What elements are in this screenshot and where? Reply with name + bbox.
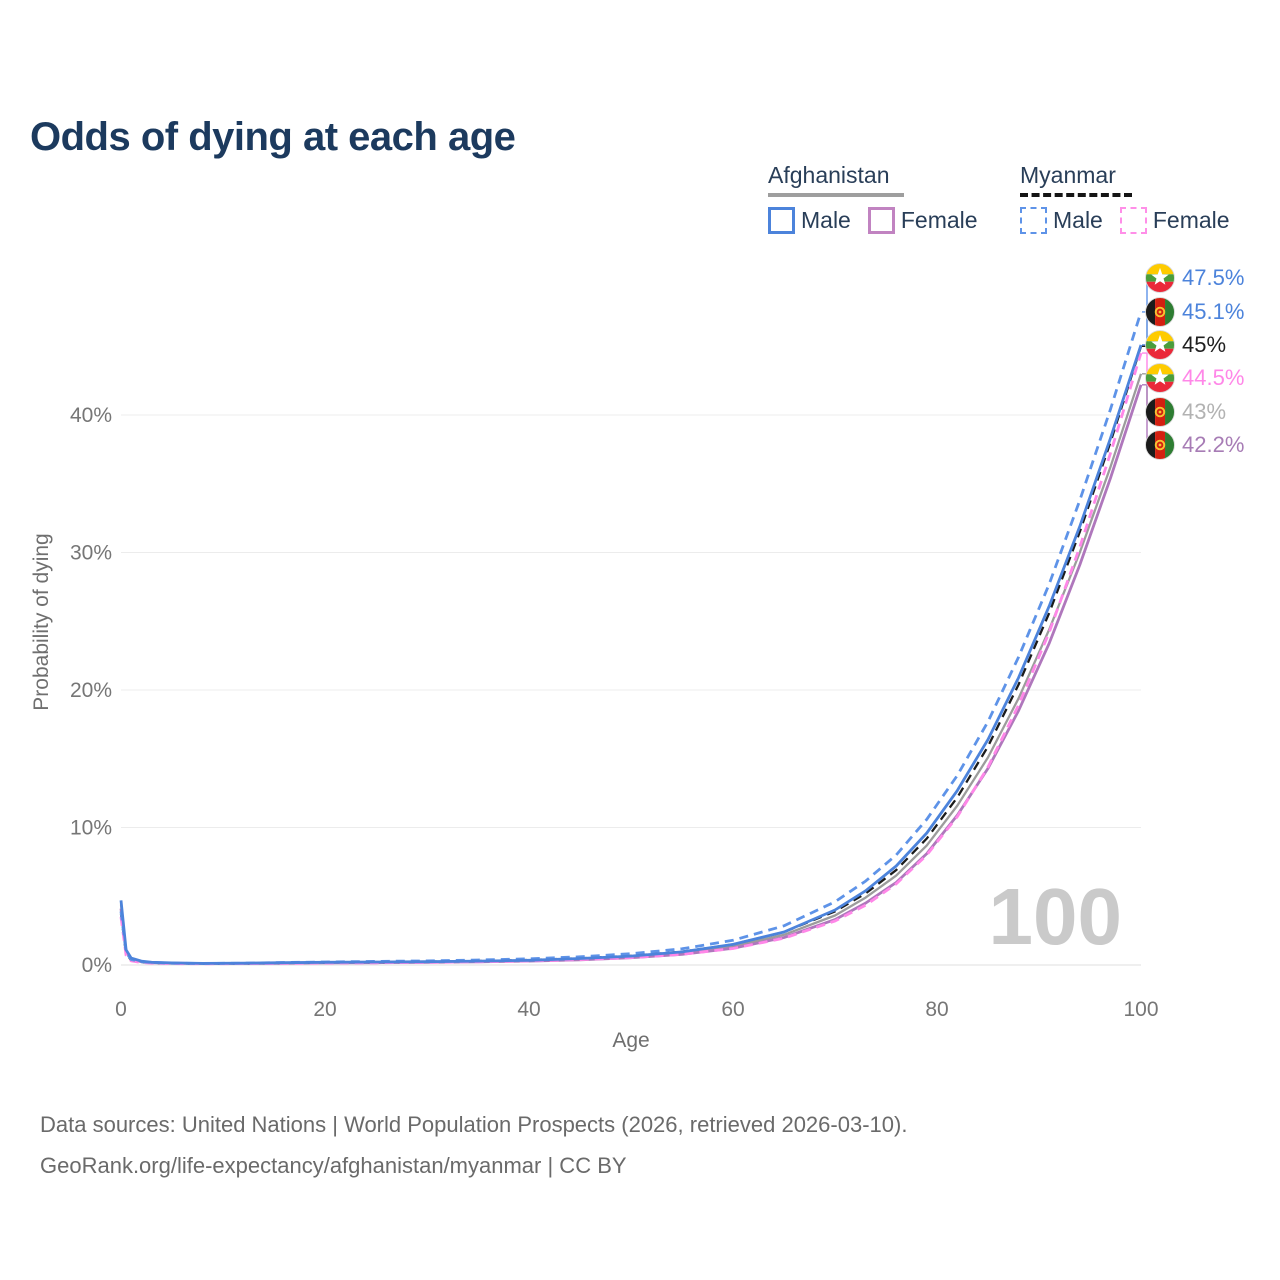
series-line-myanmar-male bbox=[119, 311, 1143, 965]
legend-item-myanmar-female[interactable]: Female bbox=[1119, 207, 1230, 234]
afghanistan-flag-icon bbox=[1145, 297, 1175, 327]
legend-item-afghanistan-male[interactable]: Male bbox=[768, 207, 851, 234]
afghanistan-male-swatch[interactable] bbox=[768, 207, 795, 234]
end-value-myanmar-female: 44.5% bbox=[1182, 365, 1245, 390]
end-label-myanmar-male: 47.5% bbox=[1145, 262, 1244, 294]
series-line-afghanistan-male bbox=[119, 344, 1143, 965]
footer-line-2: GeoRank.org/life-expectancy/afghanistan/… bbox=[40, 1153, 627, 1178]
afghanistan-male-label: Male bbox=[801, 207, 851, 233]
legend-country-afghanistan: Afghanistan bbox=[768, 162, 890, 188]
page-title: Odds of dying at each age bbox=[30, 114, 516, 159]
legend-group-myanmar: Myanmar Male Female bbox=[1020, 162, 1247, 234]
data-sources-footer: Data sources: United Nations | World Pop… bbox=[40, 1104, 907, 1186]
afghanistan-flag-icon bbox=[1145, 430, 1175, 460]
myanmar-female-swatch[interactable] bbox=[1119, 207, 1147, 234]
x-tick-100: 100 bbox=[1123, 998, 1158, 1021]
y-axis-title: Probability of dying bbox=[30, 533, 53, 710]
end-label-myanmar-female: 44.5% bbox=[1145, 362, 1244, 394]
x-tick-0: 0 bbox=[115, 998, 127, 1021]
y-tick-0: 0% bbox=[82, 954, 112, 977]
myanmar-male-swatch[interactable] bbox=[1020, 207, 1047, 234]
afghanistan-female-label: Female bbox=[900, 207, 978, 233]
afghanistan-female-swatch[interactable] bbox=[867, 207, 895, 234]
x-tick-80: 80 bbox=[925, 998, 948, 1021]
y-tick-20: 20% bbox=[70, 679, 112, 702]
y-tick-40: 40% bbox=[70, 404, 112, 427]
legend-item-myanmar-male[interactable]: Male bbox=[1020, 207, 1103, 234]
footer-line-1: Data sources: United Nations | World Pop… bbox=[40, 1112, 908, 1137]
myanmar-flag-icon bbox=[1145, 330, 1175, 360]
series-line-myanmar-both bbox=[119, 345, 1143, 965]
end-value-myanmar-male: 47.5% bbox=[1182, 265, 1245, 290]
afghanistan-flag-icon bbox=[1145, 397, 1175, 427]
end-value-myanmar-both: 45% bbox=[1182, 332, 1227, 357]
x-tick-40: 40 bbox=[517, 998, 540, 1021]
end-value-afghanistan-female: 42.2% bbox=[1182, 432, 1245, 457]
x-tick-60: 60 bbox=[721, 998, 744, 1021]
age-indicator-watermark: 100 bbox=[989, 872, 1122, 961]
legend-country-myanmar: Myanmar bbox=[1020, 162, 1116, 188]
end-label-afghanistan-male: 45.1% bbox=[1145, 296, 1244, 328]
y-tick-30: 30% bbox=[70, 542, 112, 565]
x-tick-20: 20 bbox=[313, 998, 336, 1021]
myanmar-female-label: Female bbox=[1152, 207, 1230, 233]
x-axis-title: Age bbox=[612, 1029, 649, 1052]
end-label-afghanistan-female: 42.2% bbox=[1145, 429, 1244, 461]
end-label-afghanistan-both: 43% bbox=[1145, 396, 1226, 428]
myanmar-flag-icon bbox=[1145, 363, 1175, 393]
myanmar-flag-icon bbox=[1145, 263, 1175, 293]
end-label-myanmar-both: 45% bbox=[1145, 329, 1226, 361]
myanmar-male-label: Male bbox=[1053, 207, 1103, 233]
y-tick-10: 10% bbox=[70, 817, 112, 840]
afghanistan-line-style-sample bbox=[768, 193, 904, 197]
end-value-afghanistan-male: 45.1% bbox=[1182, 299, 1245, 324]
myanmar-line-style-sample bbox=[1020, 193, 1132, 197]
end-value-afghanistan-both: 43% bbox=[1182, 399, 1227, 424]
legend-group-afghanistan: Afghanistan Male Female bbox=[768, 162, 995, 234]
legend-item-afghanistan-female[interactable]: Female bbox=[867, 207, 978, 234]
